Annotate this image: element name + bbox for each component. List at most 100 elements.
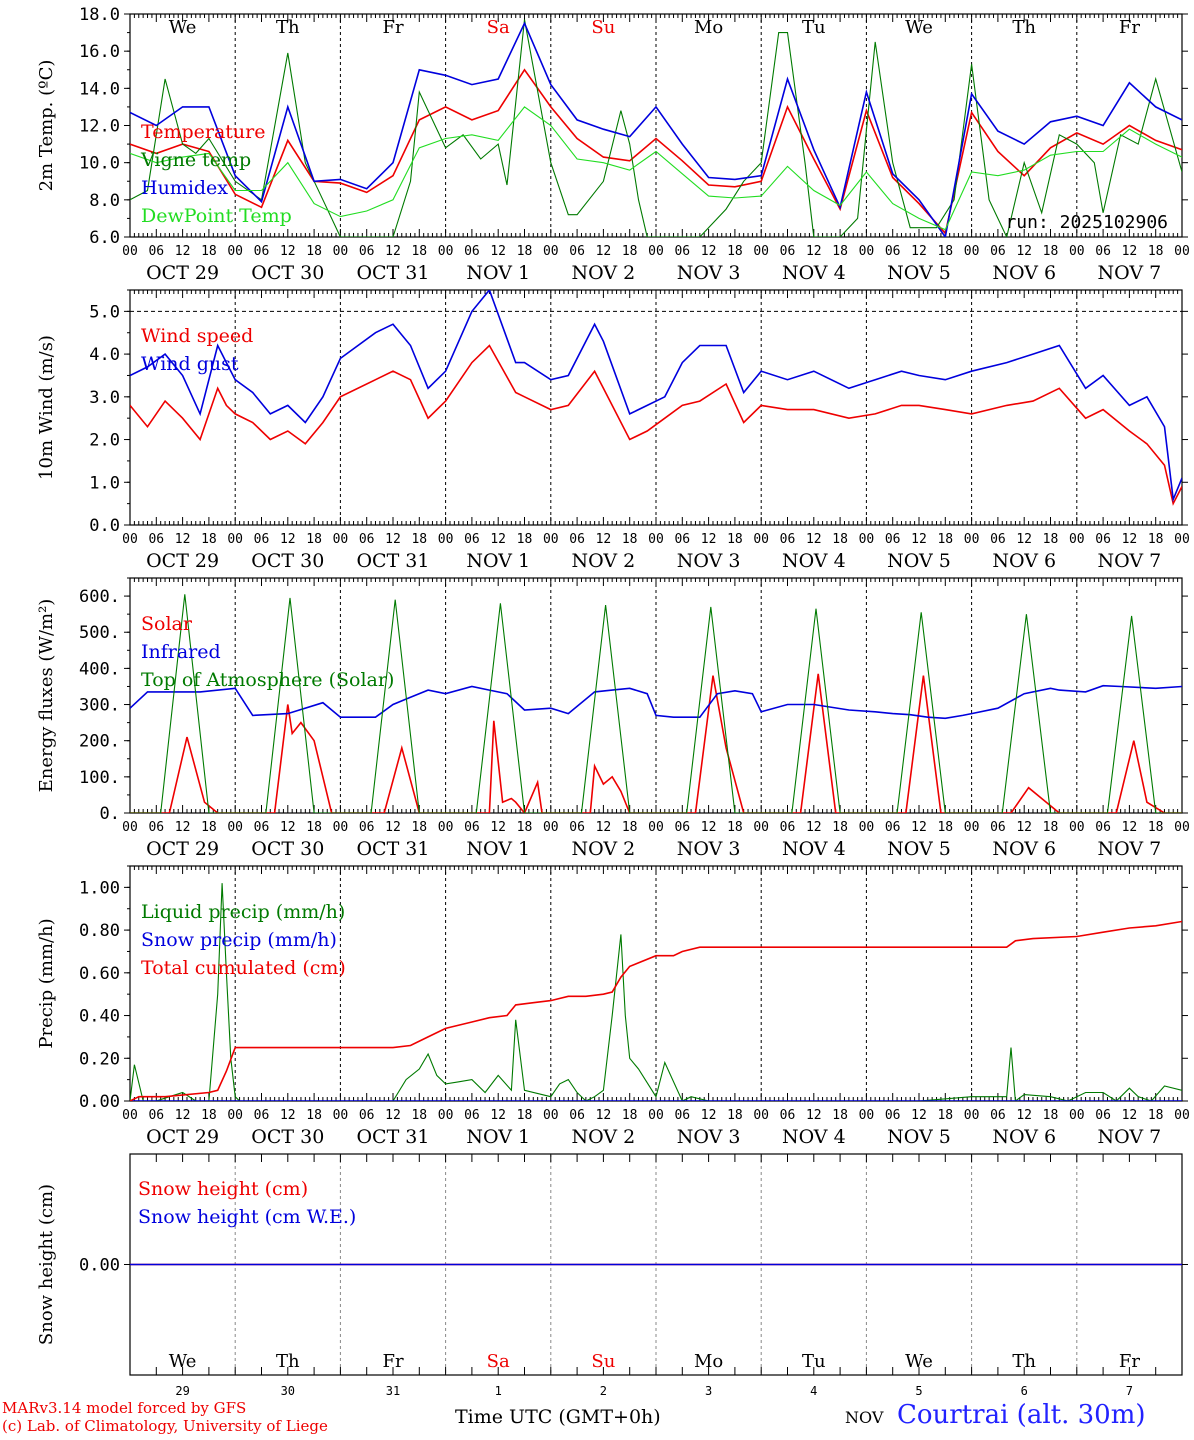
month-label: NOV (845, 1408, 884, 1427)
x-hour-label: 00 (1069, 1108, 1085, 1123)
x-hour-label: 18 (937, 244, 953, 259)
day-name-top: Sa (487, 17, 510, 38)
x-hour-label: 12 (490, 532, 506, 547)
x-hour-label: 18 (306, 1108, 322, 1123)
x-date-label: OCT 30 (251, 550, 324, 572)
x-date-label: OCT 31 (356, 550, 429, 572)
y-tick-label: 4.0 (89, 345, 120, 365)
x-date-label: NOV 4 (782, 262, 846, 284)
x-hour-label: 12 (175, 820, 191, 835)
x-hour-label: 06 (1095, 1108, 1111, 1123)
x-hour-label: 06 (569, 244, 585, 259)
x-hour-label: 18 (517, 532, 533, 547)
legend-vigne-temp: Vigne temp (140, 149, 251, 171)
x-hour-label: 18 (832, 532, 848, 547)
x-hour-label: 18 (937, 532, 953, 547)
x-hour-label: 18 (832, 244, 848, 259)
x-hour-label: 12 (806, 244, 822, 259)
x-hour-label: 06 (1095, 820, 1111, 835)
series-line-temperature (130, 68, 1182, 236)
day-name-top: Mo (694, 17, 723, 38)
day-name-top: Th (1012, 17, 1036, 38)
x-hour-label: 00 (648, 1108, 664, 1123)
x-hour-label: 00 (543, 820, 559, 835)
y-tick-label: 0.00 (79, 1092, 120, 1112)
day-name-bottom: Th (1012, 1351, 1036, 1372)
x-hour-label: 06 (359, 820, 375, 835)
legend-snow-precip-mm-h-: Snow precip (mm/h) (141, 929, 337, 951)
day-name-top: Fr (382, 17, 403, 38)
x-hour-label: 18 (306, 244, 322, 259)
x-hour-label: 18 (1148, 1108, 1164, 1123)
x-hour-label: 12 (911, 820, 927, 835)
x-hour-label: 12 (911, 1108, 927, 1123)
x-hour-label: 00 (1174, 244, 1190, 259)
x-hour-label: 06 (464, 820, 480, 835)
series-line-humidex (130, 21, 1182, 237)
x-hour-label: 12 (280, 532, 296, 547)
x-hour-label: 06 (990, 244, 1006, 259)
x-hour-label: 18 (411, 1108, 427, 1123)
x-hour-label: 06 (780, 1108, 796, 1123)
x-date-label: NOV 6 (992, 262, 1056, 284)
x-hour-label: 00 (122, 820, 138, 835)
x-hour-label: 00 (122, 244, 138, 259)
y-tick-label: 10.0 (79, 154, 120, 174)
x-hour-label: 18 (517, 244, 533, 259)
y-tick-label: 600. (79, 587, 120, 607)
x-hour-label: 00 (1069, 532, 1085, 547)
x-hour-label: 06 (1095, 244, 1111, 259)
run-label: run: 2025102906 (1005, 212, 1168, 233)
day-number-label: 7 (1126, 1384, 1133, 1398)
x-date-label: NOV 3 (677, 262, 741, 284)
x-hour-label: 00 (333, 532, 349, 547)
x-hour-label: 00 (543, 244, 559, 259)
y-tick-label: 0.40 (79, 1007, 120, 1027)
x-date-label: OCT 29 (146, 262, 219, 284)
x-date-label: NOV 1 (466, 550, 530, 572)
y-tick-label: 14.0 (79, 79, 120, 99)
x-hour-label: 06 (254, 532, 270, 547)
x-date-label: NOV 5 (887, 1126, 951, 1148)
x-hour-label: 12 (1016, 820, 1032, 835)
x-hour-label: 06 (885, 1108, 901, 1123)
x-hour-label: 06 (674, 244, 690, 259)
x-hour-label: 12 (701, 820, 717, 835)
x-hour-label: 18 (727, 244, 743, 259)
y-axis-label: Precip (mm/h) (36, 918, 57, 1048)
day-number-label: 30 (281, 1384, 295, 1398)
x-hour-label: 18 (727, 532, 743, 547)
y-tick-label: 12.0 (79, 117, 120, 137)
x-hour-label: 00 (543, 1108, 559, 1123)
x-hour-label: 12 (1122, 532, 1138, 547)
x-hour-label: 12 (280, 244, 296, 259)
x-hour-label: 12 (596, 1108, 612, 1123)
x-hour-label: 06 (148, 1108, 164, 1123)
time-axis-label: Time UTC (GMT+0h) (455, 1406, 661, 1428)
x-hour-label: 06 (674, 820, 690, 835)
x-hour-label: 06 (254, 1108, 270, 1123)
y-axis-label: 10m Wind (m/s) (36, 335, 57, 480)
x-hour-label: 00 (438, 1108, 454, 1123)
x-hour-label: 00 (648, 244, 664, 259)
y-tick-label: 3.0 (89, 388, 120, 408)
x-hour-label: 06 (885, 820, 901, 835)
x-hour-label: 06 (885, 244, 901, 259)
x-hour-label: 06 (359, 244, 375, 259)
x-hour-label: 12 (385, 244, 401, 259)
y-tick-label: 0.60 (79, 964, 120, 984)
x-date-label: NOV 5 (887, 550, 951, 572)
x-hour-label: 00 (438, 532, 454, 547)
x-hour-label: 00 (964, 1108, 980, 1123)
y-tick-label: 300. (79, 696, 120, 716)
y-tick-label: 0.80 (79, 921, 120, 941)
x-date-label: NOV 1 (466, 838, 530, 860)
x-hour-label: 06 (359, 1108, 375, 1123)
x-hour-label: 00 (1174, 532, 1190, 547)
x-date-label: OCT 30 (251, 262, 324, 284)
y-tick-label: 500. (79, 623, 120, 643)
day-name-bottom: Th (276, 1351, 300, 1372)
x-hour-label: 12 (490, 1108, 506, 1123)
x-hour-label: 06 (674, 532, 690, 547)
